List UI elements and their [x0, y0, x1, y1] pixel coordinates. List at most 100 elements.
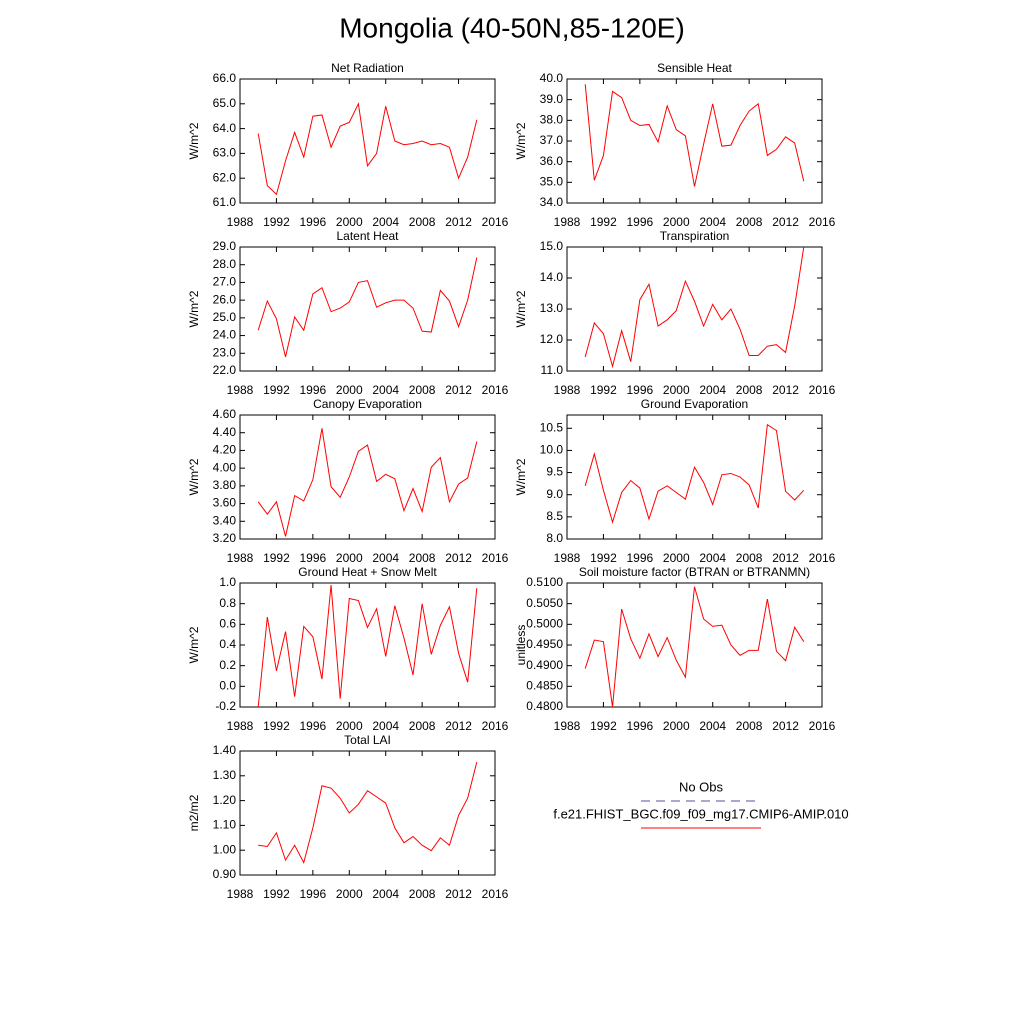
x-tick-label: 2000 [663, 383, 690, 397]
y-tick-label: 24.0 [213, 328, 237, 342]
y-tick-label: 63.0 [213, 146, 237, 160]
y-axis-label: W/m^2 [187, 626, 201, 663]
y-tick-label: 23.0 [213, 345, 237, 359]
y-axis-label: unitless [514, 625, 528, 666]
panel-title: Net Radiation [331, 61, 404, 75]
plot-frame [239, 750, 496, 876]
x-tick-label: 1992 [263, 551, 290, 565]
y-tick-label: -0.2 [215, 699, 236, 713]
y-tick-label: 8.0 [546, 531, 563, 545]
x-tick-label: 2012 [445, 215, 472, 229]
y-tick-label: 4.00 [213, 460, 237, 474]
x-tick-label: 1996 [627, 215, 654, 229]
y-tick-label: 3.60 [213, 496, 237, 510]
y-tick-label: 0.5050 [526, 596, 563, 610]
x-tick-label: 1996 [627, 383, 654, 397]
y-tick-label: 4.60 [213, 407, 237, 421]
x-tick-label: 1988 [554, 383, 581, 397]
x-tick-label: 2008 [736, 551, 763, 565]
data-line [257, 102, 478, 196]
x-tick-label: 2012 [445, 887, 472, 901]
y-tick-label: 35.0 [540, 175, 564, 189]
x-tick-label: 2016 [809, 383, 836, 397]
y-tick-label: 0.90 [213, 867, 237, 881]
y-tick-label: 12.0 [540, 332, 564, 346]
y-tick-label: 25.0 [213, 310, 237, 324]
x-tick-label: 1988 [554, 215, 581, 229]
x-tick-label: 1992 [590, 215, 617, 229]
y-tick-label: 27.0 [213, 275, 237, 289]
x-tick-label: 1996 [300, 887, 327, 901]
x-tick-label: 2008 [409, 383, 436, 397]
x-tick-label: 1988 [227, 887, 254, 901]
x-tick-label: 2004 [372, 551, 399, 565]
y-tick-label: 36.0 [540, 154, 564, 168]
y-tick-label: 0.4900 [526, 658, 563, 672]
panel-title: Soil moisture factor (BTRAN or BTRANMN) [579, 565, 810, 579]
panel-title: Canopy Evaporation [313, 397, 422, 411]
x-tick-label: 1992 [263, 887, 290, 901]
panel-title: Latent Heat [336, 229, 399, 243]
y-tick-label: 28.0 [213, 257, 237, 271]
y-tick-label: 8.5 [546, 509, 563, 523]
data-line [584, 423, 805, 524]
x-tick-label: 1988 [227, 215, 254, 229]
panel-title: Ground Evaporation [641, 397, 748, 411]
x-tick-label: 1992 [590, 719, 617, 733]
data-line [584, 84, 805, 187]
y-tick-label: 11.0 [541, 363, 564, 377]
x-tick-label: 1992 [590, 383, 617, 397]
x-tick-label: 2004 [372, 887, 399, 901]
x-tick-label: 2000 [663, 215, 690, 229]
y-axis-label: W/m^2 [514, 290, 528, 327]
plot-frame [239, 78, 496, 204]
x-tick-label: 2012 [772, 551, 799, 565]
panel-title: Ground Heat + Snow Melt [298, 565, 437, 579]
y-axis-label: W/m^2 [187, 290, 201, 327]
x-tick-label: 1996 [300, 551, 327, 565]
x-tick-label: 2008 [736, 215, 763, 229]
x-tick-label: 1996 [300, 719, 327, 733]
x-tick-label: 2016 [482, 383, 509, 397]
y-tick-label: 0.5000 [526, 617, 563, 631]
y-tick-label: 65.0 [213, 96, 237, 110]
x-tick-label: 1992 [263, 215, 290, 229]
x-tick-label: 2012 [772, 719, 799, 733]
panel-title: Transpiration [660, 229, 730, 243]
x-tick-label: 1996 [300, 215, 327, 229]
x-tick-label: 2004 [372, 215, 399, 229]
y-axis-label: W/m^2 [514, 458, 528, 495]
x-tick-label: 1988 [554, 551, 581, 565]
y-tick-label: 38.0 [540, 113, 564, 127]
y-tick-label: 0.4950 [526, 637, 563, 651]
y-tick-label: 4.20 [213, 443, 237, 457]
x-tick-label: 1992 [590, 551, 617, 565]
x-tick-label: 1992 [263, 719, 290, 733]
data-line [584, 246, 805, 369]
plot-frame [239, 414, 496, 540]
x-tick-label: 2000 [663, 551, 690, 565]
y-tick-label: 0.4850 [526, 679, 563, 693]
y-tick-label: 10.5 [540, 420, 564, 434]
x-tick-label: 2008 [409, 887, 436, 901]
y-tick-label: 29.0 [213, 239, 237, 253]
x-tick-label: 2012 [772, 383, 799, 397]
panel-title: Sensible Heat [657, 61, 732, 75]
x-tick-label: 2016 [482, 887, 509, 901]
y-tick-label: 1.30 [213, 768, 237, 782]
y-tick-label: 4.40 [213, 425, 237, 439]
y-tick-label: 22.0 [213, 363, 237, 377]
x-tick-label: 2008 [409, 215, 436, 229]
y-tick-label: 1.00 [213, 842, 237, 856]
y-tick-label: 14.0 [540, 270, 564, 284]
x-tick-label: 1988 [227, 719, 254, 733]
x-tick-label: 2016 [482, 551, 509, 565]
x-tick-label: 1988 [227, 383, 254, 397]
y-tick-label: 3.80 [213, 478, 237, 492]
x-tick-label: 1988 [554, 719, 581, 733]
y-axis-label: W/m^2 [187, 458, 201, 495]
y-tick-label: 1.10 [213, 818, 237, 832]
y-tick-label: 26.0 [213, 292, 237, 306]
x-tick-label: 2004 [699, 215, 726, 229]
